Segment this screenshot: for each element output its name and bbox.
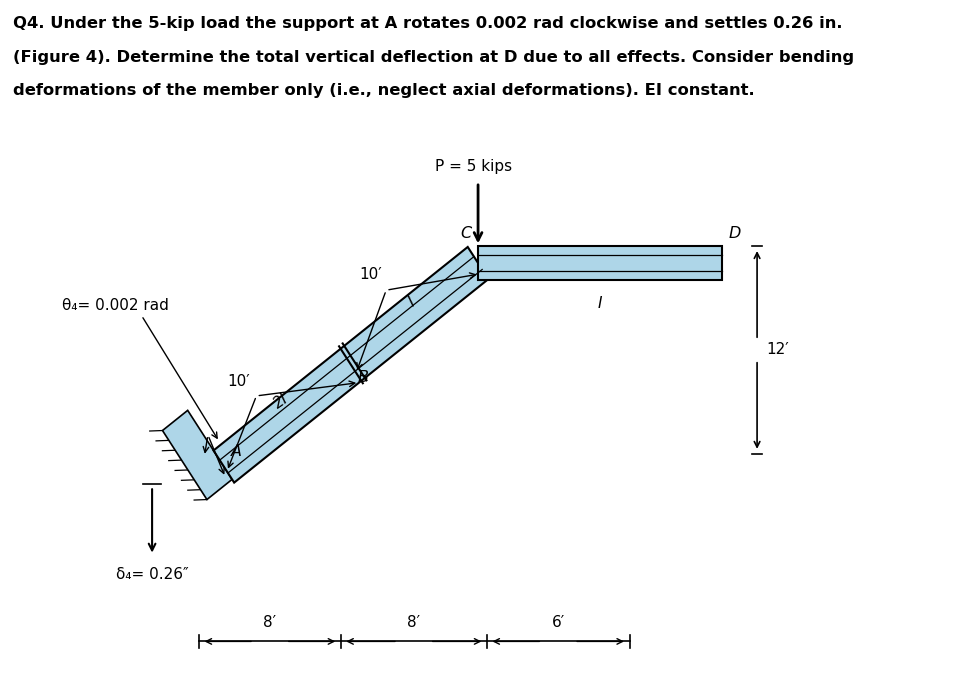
Text: I: I <box>405 294 417 309</box>
Text: D: D <box>729 226 741 242</box>
Polygon shape <box>478 246 722 280</box>
Text: (Figure 4). Determine the total vertical deflection at D due to all effects. Con: (Figure 4). Determine the total vertical… <box>13 49 854 65</box>
Text: Q4. Under the 5-kip load the support at A rotates 0.002 rad clockwise and settle: Q4. Under the 5-kip load the support at … <box>13 16 843 31</box>
Polygon shape <box>163 410 232 500</box>
Text: C: C <box>460 226 471 242</box>
Text: B: B <box>358 370 369 384</box>
Text: 10′: 10′ <box>359 267 382 282</box>
Text: 6′: 6′ <box>551 615 565 629</box>
Polygon shape <box>213 247 489 482</box>
Text: 8′: 8′ <box>407 615 420 629</box>
Text: 12′: 12′ <box>766 342 789 357</box>
Text: deformations of the member only (i.e., neglect axial deformations). EI constant.: deformations of the member only (i.e., n… <box>13 83 755 99</box>
Text: 8′: 8′ <box>263 615 277 629</box>
Text: P = 5 kips: P = 5 kips <box>435 159 512 174</box>
Text: θ₄= 0.002 rad: θ₄= 0.002 rad <box>62 298 169 313</box>
Text: I: I <box>598 296 602 311</box>
Text: A: A <box>231 443 242 459</box>
Text: δ₄= 0.26″: δ₄= 0.26″ <box>116 567 189 582</box>
Text: 2I: 2I <box>271 391 291 412</box>
Text: 10′: 10′ <box>228 373 250 389</box>
